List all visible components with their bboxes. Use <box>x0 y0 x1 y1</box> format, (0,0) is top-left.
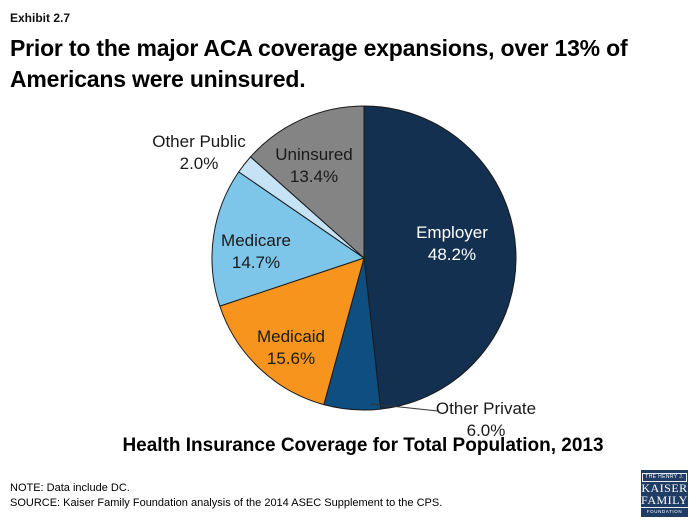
label-medicare: Medicare 14.7% <box>221 230 291 274</box>
label-medicare-name: Medicare <box>221 231 291 250</box>
label-uninsured-value: 13.4% <box>289 167 339 186</box>
pie-slice-employer <box>363 105 517 410</box>
label-employer-name: Employer <box>416 223 488 242</box>
kff-logo-family: FAMILY <box>641 493 688 508</box>
other-private-callout-line <box>370 403 439 412</box>
footnotes: NOTE: Data include DC. SOURCE: Kaiser Fa… <box>10 481 442 511</box>
label-medicaid: Medicaid 15.6% <box>257 326 325 370</box>
page-title-line-1: Prior to the major ACA coverage expansio… <box>10 35 628 61</box>
pie-slice-medicare <box>211 171 366 307</box>
label-other-private-name: Other Private <box>435 399 537 418</box>
kff-logo-kaiser: KAISER <box>641 481 688 495</box>
label-other-private: Other Private 6.0% <box>436 398 536 442</box>
label-other-public: Other Public 2.0% <box>152 131 246 175</box>
label-uninsured: Uninsured 13.4% <box>275 144 353 188</box>
page-title: Prior to the major ACA coverage expansio… <box>10 33 690 95</box>
pie-slice-medicaid <box>219 257 365 406</box>
label-employer-value: 48.2% <box>427 245 477 264</box>
kff-logo: THE HENRY J. KAISER FAMILY FOUNDATION <box>641 470 688 517</box>
label-other-private-value: 6.0% <box>466 421 506 440</box>
kff-logo-foundation: FOUNDATION <box>646 509 683 514</box>
label-other-public-value: 2.0% <box>179 154 219 173</box>
source-text: SOURCE: Kaiser Family Foundation analysi… <box>10 497 443 509</box>
exhibit-number: Exhibit 2.7 <box>10 11 71 25</box>
label-medicaid-name: Medicaid <box>256 327 326 346</box>
label-medicaid-value: 15.6% <box>266 349 316 368</box>
label-employer: Employer 48.2% <box>416 222 488 266</box>
chart-title: Health Insurance Coverage for Total Popu… <box>122 435 604 456</box>
label-medicare-value: 14.7% <box>231 253 281 272</box>
pie-chart <box>211 105 517 412</box>
kff-logo-henry: THE HENRY J. <box>642 473 687 482</box>
label-uninsured-name: Uninsured <box>275 145 353 164</box>
page-title-line-2: Americans were uninsured. <box>10 66 306 92</box>
note-text: NOTE: Data include DC. <box>10 482 130 494</box>
label-other-public-name: Other Public <box>152 132 246 151</box>
pie-slice-uninsured <box>249 105 365 260</box>
